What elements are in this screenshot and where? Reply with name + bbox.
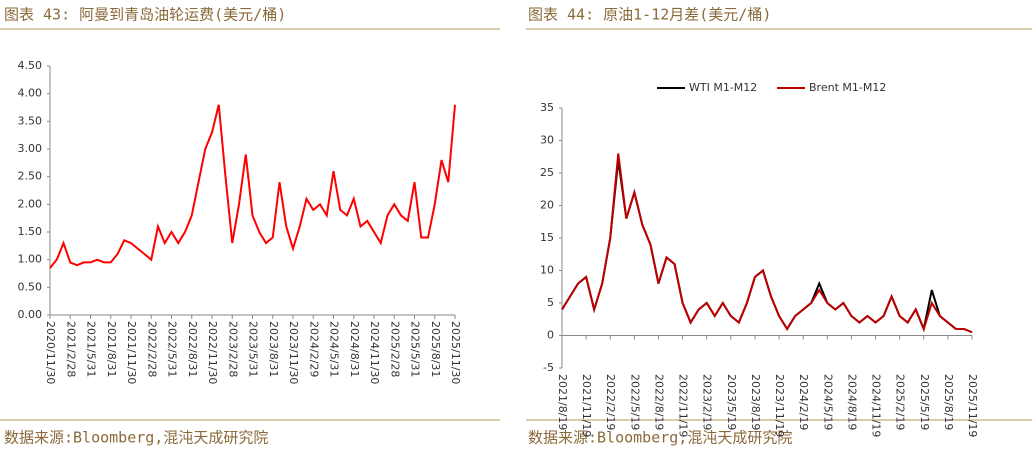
y-tick-label: 35 xyxy=(540,101,554,114)
x-tick-label: 2023/5/19 xyxy=(725,374,738,430)
x-tick-label: 2022/5/31 xyxy=(166,321,179,377)
x-tick-label: 2023/8/31 xyxy=(267,321,280,377)
x-tick-label: 2024/8/19 xyxy=(845,374,858,430)
y-tick-label: 10 xyxy=(540,264,554,277)
x-tick-label: 2024/5/31 xyxy=(328,321,341,377)
x-tick-label: 2024/11/30 xyxy=(368,321,381,384)
y-tick-label: 2.50 xyxy=(18,170,43,183)
y-tick-label: 3.00 xyxy=(18,142,43,155)
legend-label: Brent M1-M12 xyxy=(809,81,886,94)
x-tick-label: 2023/8/19 xyxy=(749,374,762,430)
x-tick-label: 2022/11/30 xyxy=(206,321,219,384)
x-tick-label: 2024/11/19 xyxy=(870,374,883,437)
y-tick-label: -5 xyxy=(543,361,554,374)
x-tick-label: 2024/8/31 xyxy=(348,321,361,377)
x-tick-label: 2021/11/30 xyxy=(125,321,138,384)
x-tick-label: 2024/2/29 xyxy=(307,321,320,377)
x-tick-label: 2025/8/31 xyxy=(429,321,442,377)
x-tick-label: 2024/5/19 xyxy=(821,374,834,430)
y-tick-label: 1.00 xyxy=(18,253,43,266)
x-tick-label: 2023/11/19 xyxy=(773,374,786,437)
y-tick-label: 5 xyxy=(547,296,554,309)
x-tick-label: 2021/11/19 xyxy=(580,374,593,437)
x-tick-label: 2022/2/28 xyxy=(145,321,158,377)
x-tick-label: 2021/8/19 xyxy=(556,374,569,430)
x-tick-label: 2025/11/19 xyxy=(966,374,979,437)
y-tick-label: 3.50 xyxy=(18,114,43,127)
chart-title: 图表 44: 原油1-12月差(美元/桶) xyxy=(528,6,771,24)
y-tick-label: 0.00 xyxy=(18,308,43,321)
chart-title: 图表 43: 阿曼到青岛油轮运费(美元/桶) xyxy=(4,6,286,24)
x-tick-label: 2022/8/19 xyxy=(652,374,665,430)
x-tick-label: 2023/5/31 xyxy=(247,321,260,377)
x-tick-label: 2025/5/19 xyxy=(918,374,931,430)
x-tick-label: 2025/5/31 xyxy=(409,321,422,377)
x-tick-label: 2021/2/28 xyxy=(64,321,77,377)
x-tick-label: 2021/8/31 xyxy=(105,321,118,377)
x-tick-label: 2023/2/19 xyxy=(701,374,714,430)
x-tick-label: 2023/2/28 xyxy=(226,321,239,377)
x-tick-label: 2025/11/30 xyxy=(449,321,462,384)
x-tick-label: 2025/8/19 xyxy=(942,374,955,430)
line-series xyxy=(561,159,973,334)
y-tick-label: 30 xyxy=(540,134,554,147)
x-tick-label: 2025/2/19 xyxy=(894,374,907,430)
x-tick-label: 2022/8/31 xyxy=(186,321,199,377)
source: 数据来源:Bloomberg,混沌天成研究院 xyxy=(4,429,268,447)
y-tick-label: 4.00 xyxy=(18,87,43,100)
x-tick-label: 2024/2/19 xyxy=(797,374,810,430)
y-tick-label: 2.00 xyxy=(18,197,43,210)
legend-label: WTI M1-M12 xyxy=(689,81,757,94)
line-series xyxy=(49,104,456,269)
y-tick-label: 4.50 xyxy=(18,59,43,72)
y-tick-label: 1.50 xyxy=(18,225,43,238)
y-tick-label: 25 xyxy=(540,166,554,179)
x-tick-label: 2021/5/31 xyxy=(85,321,98,377)
x-tick-label: 2022/5/19 xyxy=(628,374,641,430)
y-tick-label: 20 xyxy=(540,199,554,212)
y-tick-label: 15 xyxy=(540,231,554,244)
x-tick-label: 2022/2/19 xyxy=(604,374,617,430)
source: 数据来源:Bloomberg,混沌天成研究院 xyxy=(528,429,792,447)
y-tick-label: 0.50 xyxy=(18,280,43,293)
y-tick-label: 0 xyxy=(547,329,554,342)
x-tick-label: 2023/11/30 xyxy=(287,321,300,384)
x-tick-label: 2022/11/19 xyxy=(677,374,690,437)
x-tick-label: 2020/11/30 xyxy=(44,321,57,384)
x-tick-label: 2025/2/28 xyxy=(388,321,401,377)
line-series xyxy=(561,153,973,334)
